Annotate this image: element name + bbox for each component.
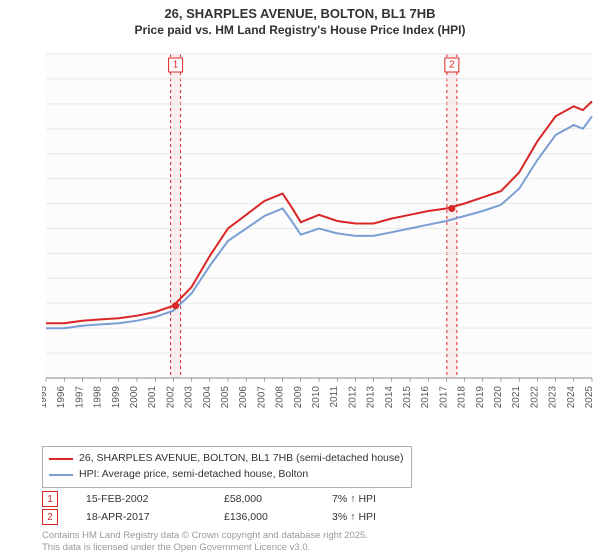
svg-text:2010: 2010: [311, 386, 322, 409]
svg-text:2023: 2023: [548, 386, 559, 409]
svg-text:2019: 2019: [475, 386, 486, 409]
svg-text:2008: 2008: [275, 386, 286, 409]
legend-swatch: [49, 474, 73, 476]
chart-title-line2: Price paid vs. HM Land Registry's House …: [0, 23, 600, 41]
svg-text:2012: 2012: [347, 386, 358, 409]
svg-text:1997: 1997: [74, 386, 85, 409]
chart-title-line1: 26, SHARPLES AVENUE, BOLTON, BL1 7HB: [0, 0, 600, 23]
legend-label: 26, SHARPLES AVENUE, BOLTON, BL1 7HB (se…: [79, 451, 403, 467]
marker-date: 15-FEB-2002: [86, 493, 196, 505]
price-chart: £0K£20K£40K£60K£80K£100K£120K£140K£160K£…: [42, 46, 596, 426]
arrow-up-icon: ↑: [350, 493, 355, 505]
svg-text:2013: 2013: [366, 386, 377, 409]
svg-text:2024: 2024: [566, 386, 577, 409]
svg-text:2: 2: [449, 60, 455, 71]
svg-text:2016: 2016: [420, 386, 431, 409]
svg-text:2014: 2014: [384, 386, 395, 409]
svg-text:2011: 2011: [329, 386, 340, 408]
svg-text:2017: 2017: [438, 386, 449, 409]
svg-text:2015: 2015: [402, 386, 413, 409]
footer-line1: Contains HM Land Registry data © Crown c…: [42, 530, 368, 542]
svg-text:2003: 2003: [184, 386, 195, 409]
svg-text:1999: 1999: [111, 386, 122, 409]
chart-container: 26, SHARPLES AVENUE, BOLTON, BL1 7HB Pri…: [0, 0, 600, 560]
svg-text:1998: 1998: [93, 386, 104, 409]
svg-text:2005: 2005: [220, 386, 231, 409]
legend-item: 26, SHARPLES AVENUE, BOLTON, BL1 7HB (se…: [49, 451, 403, 467]
legend-swatch: [49, 458, 73, 460]
marker-pct: 7% ↑ HPI: [332, 493, 376, 505]
footer-line2: This data is licensed under the Open Gov…: [42, 542, 368, 554]
marker-badge: 2: [42, 509, 58, 525]
svg-text:2002: 2002: [165, 386, 176, 409]
svg-text:1996: 1996: [56, 386, 67, 409]
svg-text:2004: 2004: [202, 386, 213, 409]
marker-price: £136,000: [224, 511, 304, 523]
svg-text:2018: 2018: [457, 386, 468, 409]
marker-date: 18-APR-2017: [86, 511, 196, 523]
svg-text:2009: 2009: [293, 386, 304, 409]
svg-text:2025: 2025: [584, 386, 595, 409]
svg-text:2006: 2006: [238, 386, 249, 409]
svg-text:2022: 2022: [529, 386, 540, 409]
arrow-up-icon: ↑: [350, 511, 355, 523]
marker-price: £58,000: [224, 493, 304, 505]
legend: 26, SHARPLES AVENUE, BOLTON, BL1 7HB (se…: [42, 446, 412, 488]
footer: Contains HM Land Registry data © Crown c…: [42, 530, 368, 554]
marker-table: 1 15-FEB-2002 £58,000 7% ↑ HPI 2 18-APR-…: [42, 490, 376, 526]
marker-row: 1 15-FEB-2002 £58,000 7% ↑ HPI: [42, 490, 376, 508]
svg-text:2007: 2007: [256, 386, 267, 409]
marker-pct: 3% ↑ HPI: [332, 511, 376, 523]
legend-item: HPI: Average price, semi-detached house,…: [49, 467, 403, 483]
svg-text:2020: 2020: [493, 386, 504, 409]
svg-text:1995: 1995: [42, 386, 49, 409]
svg-text:2021: 2021: [511, 386, 522, 409]
svg-text:1: 1: [173, 60, 179, 71]
marker-badge: 1: [42, 491, 58, 507]
legend-label: HPI: Average price, semi-detached house,…: [79, 467, 308, 483]
marker-row: 2 18-APR-2017 £136,000 3% ↑ HPI: [42, 508, 376, 526]
svg-text:2001: 2001: [147, 386, 158, 409]
svg-text:2000: 2000: [129, 386, 140, 409]
